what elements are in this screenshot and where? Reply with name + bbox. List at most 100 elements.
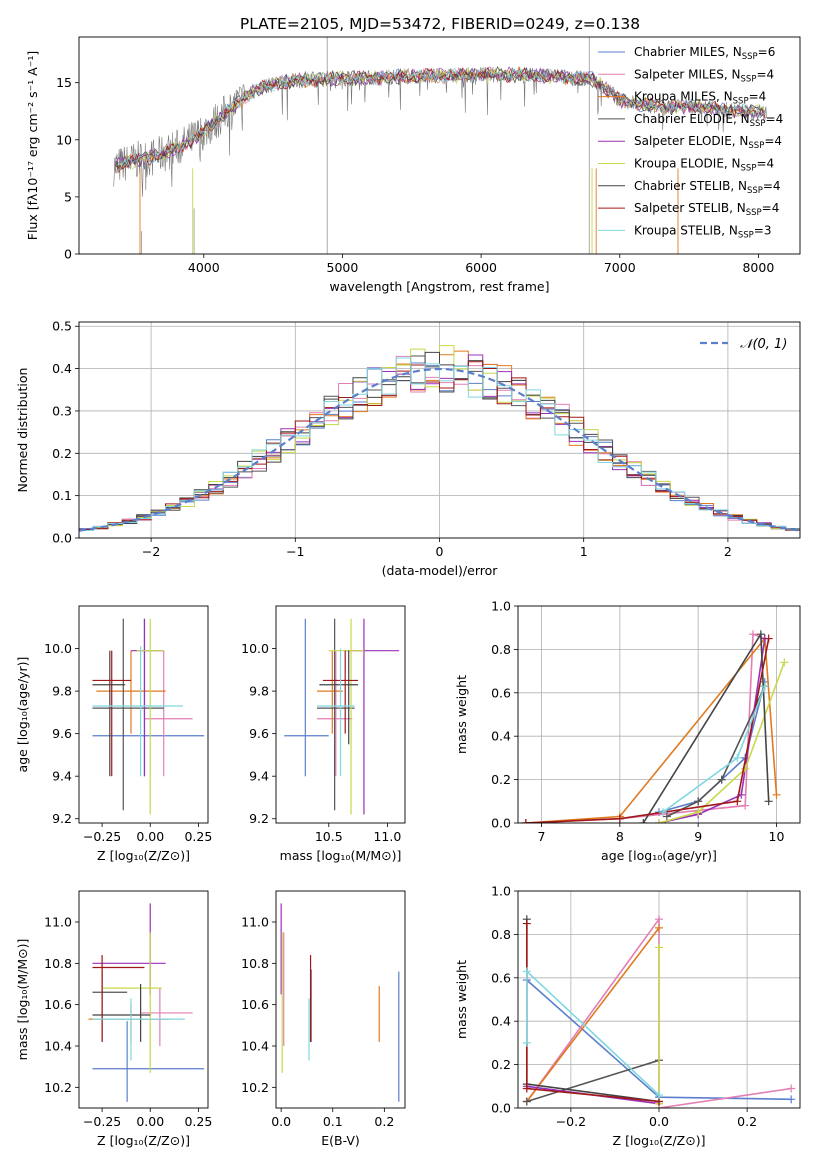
y-tick-label: 9.8 (249, 684, 269, 699)
weight-point-marker (655, 943, 663, 952)
y-tick-label: 0.0 (491, 816, 511, 831)
y-tick-label: 0.8 (491, 927, 511, 942)
plot-area (79, 322, 800, 538)
y-tick-label: 0.2 (491, 1057, 511, 1072)
weight-point-marker (764, 797, 773, 806)
figure-title: PLATE=2105, MJD=53472, FIBERID=0249, z=0… (240, 15, 640, 33)
y-tick-label: 10.0 (44, 641, 72, 656)
x-tick-label: 4000 (188, 260, 220, 275)
legend-label: Kroupa MILES, N (634, 90, 733, 104)
errorbar-point (88, 1004, 170, 1042)
legend-entry: Chabrier STELIB, NSSP=4 (634, 179, 781, 196)
legend-count: =6 (758, 45, 776, 59)
y-tick-label: 0.6 (491, 970, 511, 985)
y-tick-label: 5 (64, 189, 72, 204)
y-tick-label: 0 (64, 247, 72, 262)
y-tick-label: 10.6 (44, 997, 72, 1012)
x-tick-label: 0 (436, 544, 444, 559)
weight-point-marker (655, 923, 663, 932)
weight-point-marker (733, 753, 742, 762)
y-tick-label: 11.0 (44, 915, 72, 930)
legend-entry: 𝒩(0, 1) (740, 337, 787, 352)
axes-frame (275, 890, 406, 1109)
legend-entry: Kroupa STELIB, NSSP=3 (634, 223, 772, 240)
plot-area (92, 618, 205, 815)
weight-point-marker (741, 801, 750, 810)
weight-series-line (525, 636, 778, 823)
legend-count: =3 (754, 223, 772, 237)
x-tick-label: 10 (769, 829, 785, 844)
legend-count: =4 (756, 67, 774, 81)
weight-point-marker (658, 808, 667, 817)
panel-mass_vs_EBV: 0.0 0.1 0.2 10.2 10.4 10.6 10.8 11.0 E(B-V) (241, 890, 406, 1148)
weight-point-marker (787, 1084, 796, 1093)
legend-subscript: SSP (742, 52, 758, 62)
errorbar-point (136, 618, 164, 815)
x-tick-label: 0.2 (737, 1114, 757, 1129)
legend-subscript: SSP (738, 230, 754, 240)
legend-subscript: SSP (750, 119, 766, 129)
x-tick-label: 10.5 (315, 829, 343, 844)
weight-point-marker (772, 790, 781, 799)
x-tick-label: −2 (142, 544, 160, 559)
weight-point-marker (741, 764, 750, 773)
histogram-series (79, 357, 800, 538)
y-tick-label: 9.4 (52, 769, 72, 784)
y-tick-label: 9.2 (249, 811, 269, 826)
legend-entry: Kroupa ELODIE, NSSP=4 (634, 157, 774, 174)
weight-point-marker (655, 819, 663, 823)
weight-point-marker (717, 775, 726, 784)
weight-point-marker (780, 658, 789, 667)
x-tick-label: 0.2 (374, 1114, 394, 1129)
y-tick-label: 10.2 (44, 1080, 72, 1095)
x-tick-label: 7 (538, 829, 546, 844)
y-tick-label: 0.0 (491, 1101, 511, 1116)
y-tick-label: 0.6 (491, 685, 511, 700)
x-axis-label: Z [log₁₀(Z/Z⊙)] (97, 848, 190, 863)
errorbar-point (92, 1021, 205, 1102)
normal-reference-curve (79, 367, 800, 532)
weight-point-marker (733, 797, 742, 806)
legend-subscript: SSP (748, 141, 764, 151)
axes-frame (517, 605, 801, 824)
panel-residuals: −2 −1 0 1 2 0.0 0.1 0.2 0.3 0.4 0.5 (data-model)/er… (15, 319, 801, 578)
y-tick-label: 9.4 (249, 769, 269, 784)
y-tick-label: 0.4 (491, 729, 511, 744)
plot-area (518, 891, 800, 1108)
x-axis-label: E(B-V) (321, 1133, 360, 1148)
axes-frame (78, 36, 801, 255)
x-tick-label: 0.25 (184, 829, 212, 844)
y-axis-label: Normed distribution (15, 368, 30, 493)
panel-weight_vs_age: 7 8 9 10 0.0 0.2 0.4 0.6 0.8 1.0 age [log₁₀(age/yr… (454, 599, 801, 863)
x-axis-label: Z [log₁₀(Z/Z⊙)] (97, 1133, 190, 1148)
errorbar-point (130, 618, 164, 777)
x-tick-label: 5000 (327, 260, 359, 275)
y-tick-label: 10.4 (44, 1039, 72, 1054)
legend-label: Chabrier MILES, N (634, 45, 742, 59)
legend-label: Kroupa ELODIE, N (634, 157, 741, 171)
y-tick-label: 0.3 (52, 403, 72, 418)
x-axis-label: age [log₁₀(age/yr)] (601, 848, 717, 863)
errorbar-point (328, 618, 364, 815)
errorbar-point (140, 988, 193, 1046)
plot-area (284, 618, 400, 815)
y-tick-label: 9.6 (249, 726, 269, 741)
x-tick-label: −0.2 (556, 1114, 586, 1129)
errorbar-point (92, 955, 145, 1042)
panel-spectrum: 4000 5000 6000 7000 8000 0 5 10 15 wavelength [An… (25, 36, 801, 294)
weight-point-marker (760, 682, 769, 691)
plot-area (280, 903, 400, 1102)
legend-subscript: SSP (747, 186, 763, 196)
y-axis-label: Flux [fλ10⁻¹⁷ erg cm⁻² s⁻¹ A⁻¹] (25, 51, 40, 240)
weight-point-marker (522, 967, 531, 976)
x-tick-label: −0.25 (83, 829, 121, 844)
legend-subscript: SSP (741, 164, 757, 174)
errorbar-point (346, 618, 400, 815)
x-tick-label: 0.00 (136, 829, 164, 844)
x-tick-label: 6000 (465, 260, 497, 275)
legend-label: Chabrier STELIB, N (634, 179, 747, 193)
x-tick-label: 7000 (604, 260, 636, 275)
weight-point-marker (522, 1038, 531, 1047)
errorbar-point (92, 618, 164, 811)
